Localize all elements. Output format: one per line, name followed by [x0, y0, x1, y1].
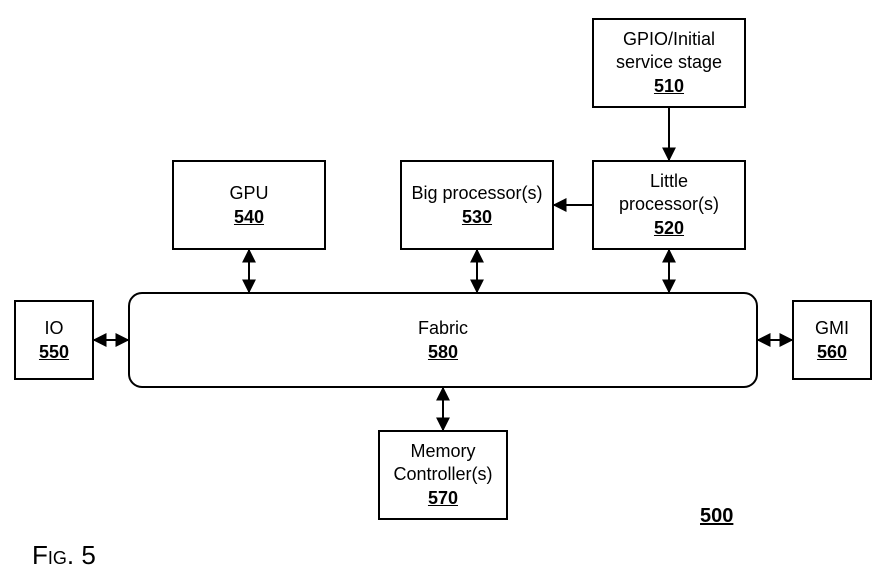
node-io: IO 550 — [14, 300, 94, 380]
node-mem-ref: 570 — [428, 487, 458, 510]
node-gmi-label: GMI — [815, 317, 849, 340]
node-fabric-ref: 580 — [428, 341, 458, 364]
node-gpio-label: GPIO/Initial service stage — [600, 28, 738, 73]
node-mem-label: Memory Controller(s) — [386, 440, 500, 485]
overall-reference-number: 500 — [700, 505, 733, 528]
node-gpu-label: GPU — [229, 182, 268, 205]
node-little-processor: Little processor(s) 520 — [592, 160, 746, 250]
node-little-ref: 520 — [654, 217, 684, 240]
node-gpu: GPU 540 — [172, 160, 326, 250]
figure-caption: Fig. 5 — [32, 540, 96, 571]
node-little-label: Little processor(s) — [600, 170, 738, 215]
node-gpu-ref: 540 — [234, 206, 264, 229]
node-gpio-ref: 510 — [654, 75, 684, 98]
node-big-processor: Big processor(s) 530 — [400, 160, 554, 250]
node-fabric-label: Fabric — [418, 317, 468, 340]
node-big-ref: 530 — [462, 206, 492, 229]
node-memory-controller: Memory Controller(s) 570 — [378, 430, 508, 520]
node-gmi: GMI 560 — [792, 300, 872, 380]
diagram-canvas: GPIO/Initial service stage 510 Little pr… — [0, 0, 886, 580]
node-gpio: GPIO/Initial service stage 510 — [592, 18, 746, 108]
node-fabric: Fabric 580 — [128, 292, 758, 388]
node-gmi-ref: 560 — [817, 341, 847, 364]
node-io-label: IO — [44, 317, 63, 340]
node-big-label: Big processor(s) — [411, 182, 542, 205]
node-io-ref: 550 — [39, 341, 69, 364]
